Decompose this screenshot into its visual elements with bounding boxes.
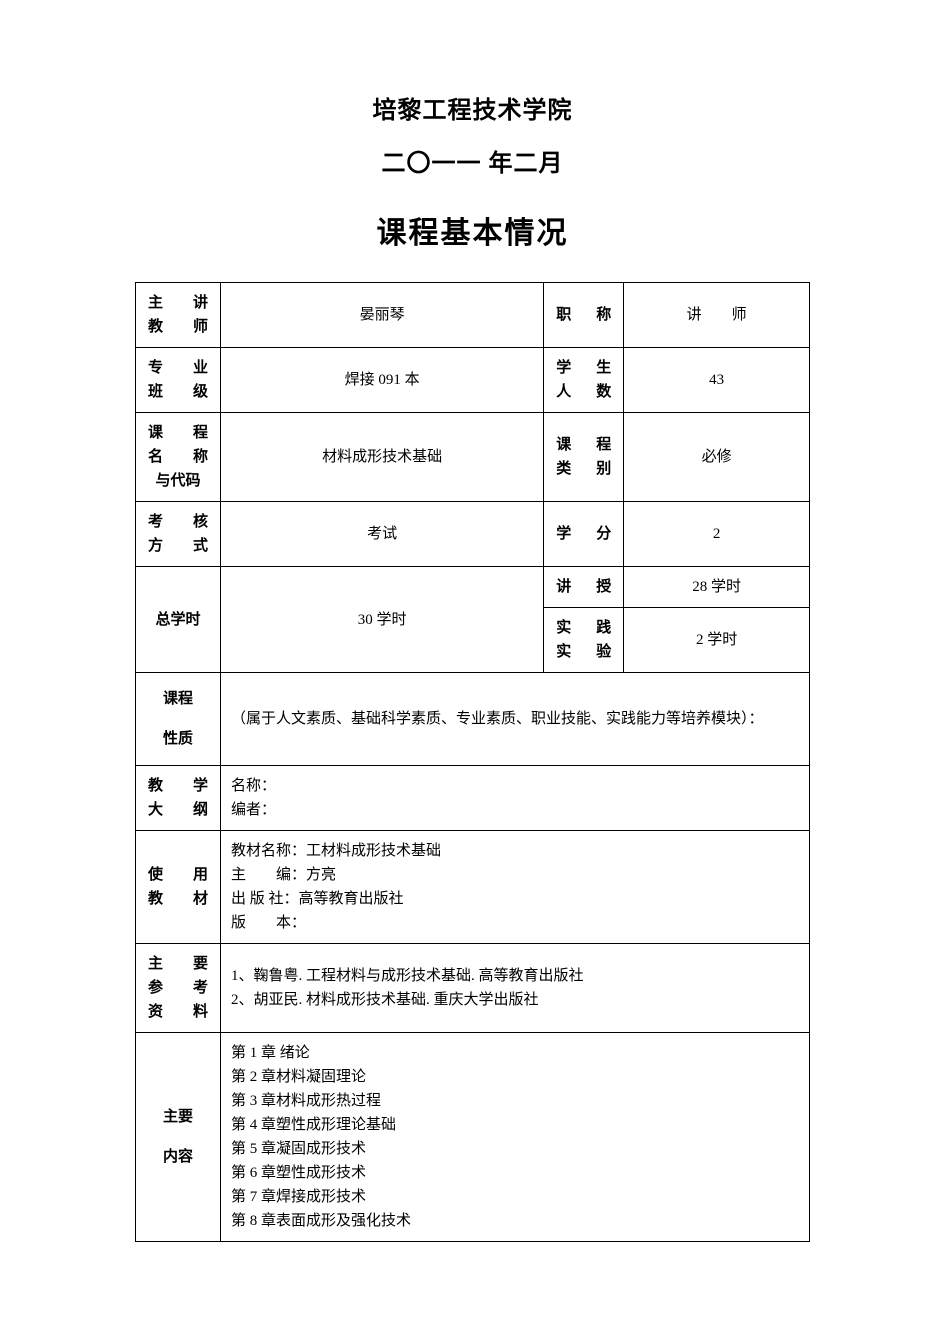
value-main-content: 第 1 章 绪论 第 2 章材料凝固理论 第 3 章材料成形热过程 第 4 章塑… <box>221 1033 810 1242</box>
value-students: 43 <box>624 348 810 413</box>
label-textbook: 使用 教材 <box>136 831 221 944</box>
value-rank: 讲 师 <box>624 283 810 348</box>
table-row: 课程 性质 （属于人文素质、基础科学素质、专业素质、职业技能、实践能力等培养模块… <box>136 673 810 766</box>
value-class: 焊接 091 本 <box>221 348 544 413</box>
table-row: 主讲 教师 晏丽琴 职称 讲 师 <box>136 283 810 348</box>
label-credits: 学分 <box>544 502 624 567</box>
label-lecture: 讲授 <box>544 567 624 608</box>
table-row: 课程 名称 与代码 材料成形技术基础 课程 类别 必修 <box>136 413 810 502</box>
document-date: 二〇一一 年二月 <box>135 143 810 178</box>
label-course-type: 课程 类别 <box>544 413 624 502</box>
value-course-nature: （属于人文素质、基础科学素质、专业素质、职业技能、实践能力等培养模块）： <box>221 673 810 766</box>
value-credits: 2 <box>624 502 810 567</box>
table-row: 总学时 30 学时 讲授 28 学时 <box>136 567 810 608</box>
value-textbook: 教材名称：工材料成形技术基础 主 编：方亮 出 版 社：高等教育出版社 版 本： <box>221 831 810 944</box>
label-main-content: 主要 内容 <box>136 1033 221 1242</box>
value-course-type: 必修 <box>624 413 810 502</box>
label-syllabus: 教学 大纲 <box>136 766 221 831</box>
value-references: 1、鞠鲁粤. 工程材料与成形技术基础. 高等教育出版社 2、胡亚民. 材料成形技… <box>221 944 810 1033</box>
value-total-hours: 30 学时 <box>221 567 544 673</box>
label-rank: 职称 <box>544 283 624 348</box>
document-title: 课程基本情况 <box>135 208 810 252</box>
document-header: 培黎工程技术学院 二〇一一 年二月 课程基本情况 <box>135 90 810 252</box>
label-course-name: 课程 名称 与代码 <box>136 413 221 502</box>
label-students: 学生 人数 <box>544 348 624 413</box>
label-practice: 实践 实验 <box>544 608 624 673</box>
value-exam: 考试 <box>221 502 544 567</box>
table-row: 考核 方式 考试 学分 2 <box>136 502 810 567</box>
table-row: 主要 参考 资料 1、鞠鲁粤. 工程材料与成形技术基础. 高等教育出版社 2、胡… <box>136 944 810 1033</box>
label-course-nature: 课程 性质 <box>136 673 221 766</box>
label-class: 专业 班级 <box>136 348 221 413</box>
value-course-name: 材料成形技术基础 <box>221 413 544 502</box>
table-row: 专业 班级 焊接 091 本 学生 人数 43 <box>136 348 810 413</box>
table-row: 主要 内容 第 1 章 绪论 第 2 章材料凝固理论 第 3 章材料成形热过程 … <box>136 1033 810 1242</box>
value-lecture-hours: 28 学时 <box>624 567 810 608</box>
value-practice-hours: 2 学时 <box>624 608 810 673</box>
course-info-table: 主讲 教师 晏丽琴 职称 讲 师 专业 班级 焊接 091 本 学生 人数 43… <box>135 282 810 1242</box>
label-teacher: 主讲 教师 <box>136 283 221 348</box>
table-row: 使用 教材 教材名称：工材料成形技术基础 主 编：方亮 出 版 社：高等教育出版… <box>136 831 810 944</box>
value-syllabus: 名称： 编者： <box>221 766 810 831</box>
label-total-hours: 总学时 <box>136 567 221 673</box>
value-teacher: 晏丽琴 <box>221 283 544 348</box>
institution-name: 培黎工程技术学院 <box>135 90 810 125</box>
label-references: 主要 参考 资料 <box>136 944 221 1033</box>
table-row: 教学 大纲 名称： 编者： <box>136 766 810 831</box>
label-exam: 考核 方式 <box>136 502 221 567</box>
